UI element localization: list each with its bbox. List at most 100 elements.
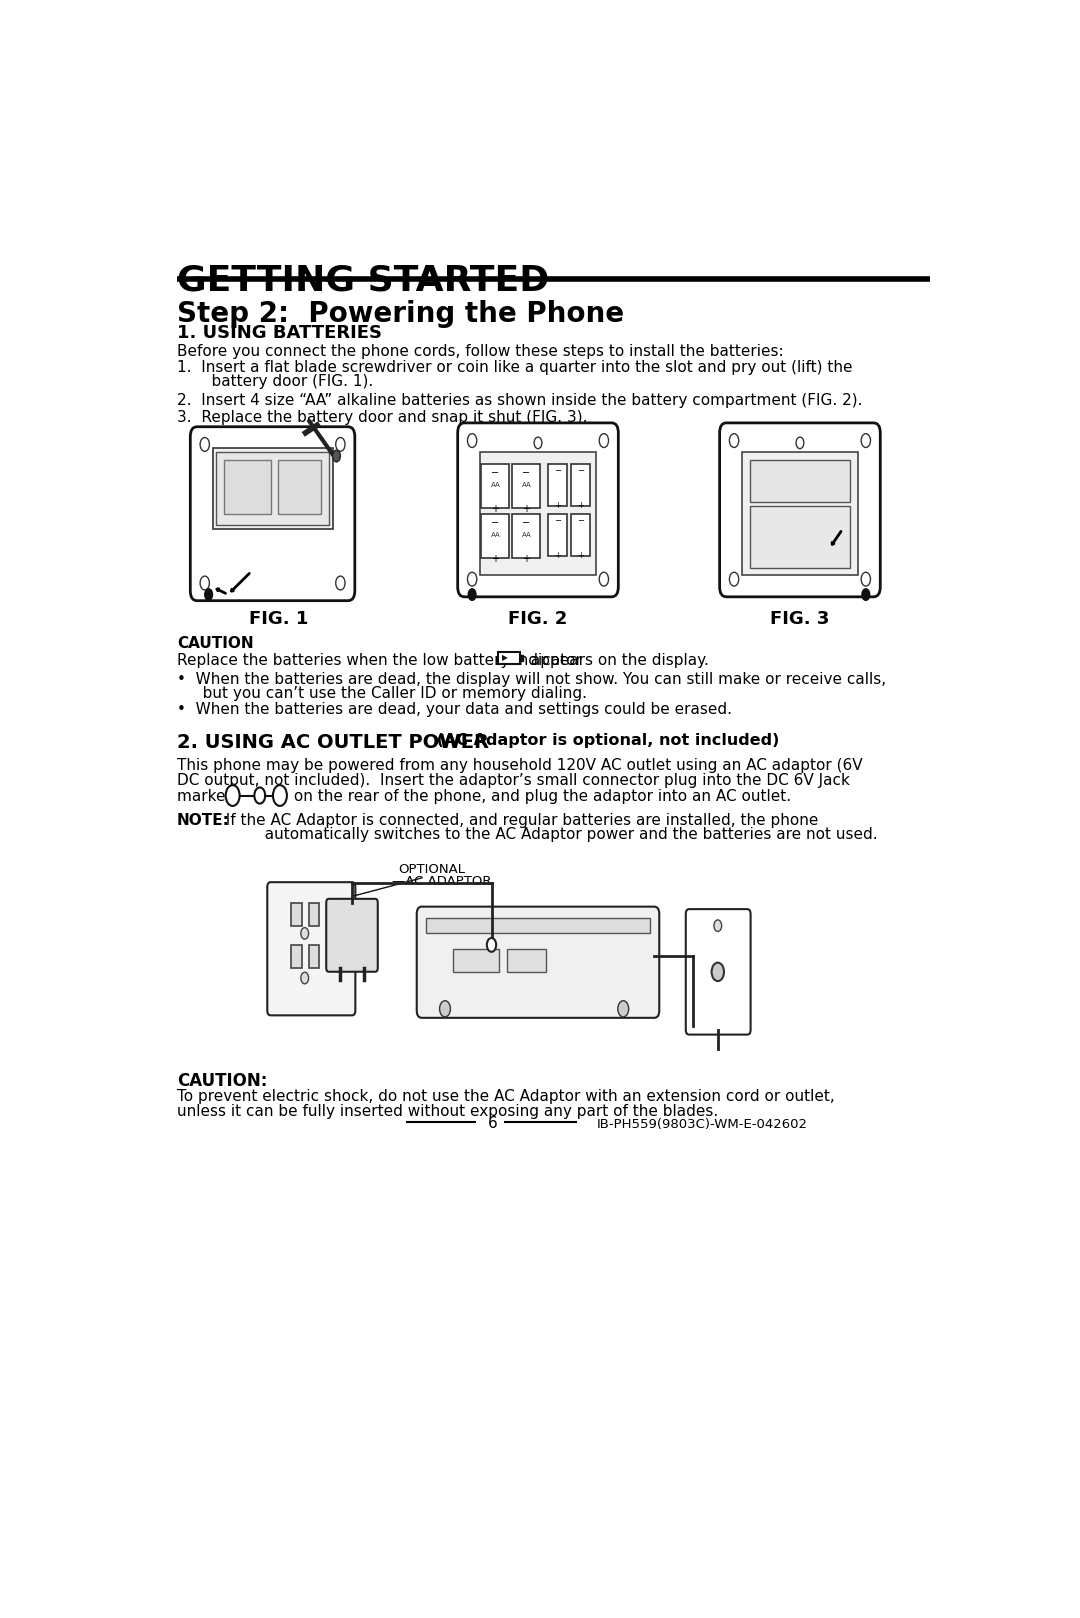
Bar (482, 513, 510, 558)
Bar (453, 948, 499, 972)
Text: on the rear of the phone, and plug the adaptor into an AC outlet.: on the rear of the phone, and plug the a… (289, 788, 792, 804)
Text: AA: AA (522, 482, 531, 489)
Bar (507, 948, 545, 972)
Text: DC output, not included).  Insert the adaptor’s small connector plug into the DC: DC output, not included). Insert the ada… (177, 773, 850, 788)
Circle shape (861, 573, 870, 586)
Circle shape (273, 785, 287, 806)
Circle shape (468, 573, 476, 586)
Circle shape (618, 1002, 629, 1016)
Circle shape (599, 434, 608, 448)
Circle shape (301, 927, 309, 938)
Bar (750, 506, 850, 568)
Bar (750, 460, 850, 502)
Bar (482, 464, 510, 508)
Text: battery door (FIG. 1).: battery door (FIG. 1). (192, 374, 374, 390)
Bar (291, 945, 301, 968)
Circle shape (468, 434, 476, 448)
Circle shape (487, 938, 496, 951)
Circle shape (440, 1002, 450, 1016)
Bar (291, 903, 301, 925)
Text: 2.  Insert 4 size “AA” alkaline batteries as shown inside the battery compartmen: 2. Insert 4 size “AA” alkaline batteries… (177, 393, 862, 408)
Bar (512, 464, 540, 508)
Circle shape (200, 576, 210, 591)
Bar (225, 460, 271, 513)
Text: −: − (554, 516, 561, 524)
Text: AA: AA (490, 482, 500, 489)
Text: FIG. 1: FIG. 1 (248, 610, 308, 628)
Bar (279, 460, 321, 513)
FancyBboxPatch shape (190, 427, 355, 600)
FancyBboxPatch shape (326, 900, 378, 972)
FancyBboxPatch shape (267, 882, 355, 1016)
Circle shape (469, 589, 476, 600)
Text: −: − (523, 468, 530, 477)
Circle shape (205, 589, 213, 600)
Bar (571, 513, 590, 557)
Text: CAUTION: CAUTION (177, 636, 254, 650)
Text: 2. USING AC OUTLET POWER: 2. USING AC OUTLET POWER (177, 733, 489, 752)
Text: GETTING STARTED: GETTING STARTED (177, 264, 549, 298)
Text: CAUTION:: CAUTION: (177, 1073, 267, 1091)
Circle shape (336, 437, 345, 451)
Text: but you can’t use the Caller ID or memory dialing.: but you can’t use the Caller ID or memor… (189, 686, 588, 701)
Circle shape (729, 434, 739, 448)
Circle shape (255, 788, 266, 804)
FancyBboxPatch shape (458, 422, 619, 597)
Text: +: + (554, 552, 561, 560)
Text: FIG. 3: FIG. 3 (770, 610, 829, 628)
Text: +: + (523, 553, 530, 563)
Text: marked: marked (177, 788, 240, 804)
Text: +: + (491, 503, 499, 513)
Text: −: − (554, 466, 561, 476)
Text: −: − (491, 468, 499, 477)
Circle shape (301, 972, 309, 984)
FancyBboxPatch shape (686, 909, 751, 1034)
Text: −: − (276, 791, 286, 801)
Text: This phone may be powered from any household 120V AC outlet using an AC adaptor : This phone may be powered from any house… (177, 757, 863, 773)
Text: —AC ADAPTOR: —AC ADAPTOR (392, 875, 491, 888)
Text: +: + (491, 553, 499, 563)
Circle shape (333, 450, 340, 461)
Text: +: + (523, 503, 530, 513)
Text: 3.  Replace the battery door and snap it shut (FIG. 3).: 3. Replace the battery door and snap it … (177, 409, 588, 426)
Text: −: − (577, 516, 584, 524)
FancyBboxPatch shape (719, 422, 880, 597)
Circle shape (729, 573, 739, 586)
Bar (309, 945, 320, 968)
Text: 6: 6 (487, 1116, 497, 1131)
Circle shape (862, 589, 869, 600)
Text: −: − (523, 518, 530, 527)
Text: If the AC Adaptor is connected, and regular batteries are installed, the phone: If the AC Adaptor is connected, and regu… (216, 814, 818, 828)
Bar (548, 513, 567, 557)
Bar (309, 903, 320, 925)
Text: −: − (577, 466, 584, 476)
Bar (548, 464, 567, 506)
Text: •  When the batteries are dead, the display will not show. You can still make or: • When the batteries are dead, the displ… (177, 671, 886, 686)
Circle shape (796, 437, 804, 448)
Text: To prevent electric shock, do not use the AC Adaptor with an extension cord or o: To prevent electric shock, do not use th… (177, 1089, 835, 1103)
Circle shape (599, 573, 608, 586)
Text: automatically switches to the AC Adaptor power and the batteries are not used.: automatically switches to the AC Adaptor… (216, 827, 877, 841)
FancyBboxPatch shape (417, 906, 659, 1018)
Bar (571, 464, 590, 506)
Circle shape (714, 921, 721, 932)
Circle shape (200, 437, 210, 451)
Text: IB-PH559(9803C)-WM-E-042602: IB-PH559(9803C)-WM-E-042602 (597, 1118, 808, 1131)
Circle shape (336, 576, 345, 591)
Text: Before you connect the phone cords, follow these steps to install the batteries:: Before you connect the phone cords, foll… (177, 343, 783, 359)
Bar (521, 655, 524, 660)
Circle shape (712, 963, 724, 981)
Text: NOTE:: NOTE: (177, 814, 230, 828)
Bar (742, 451, 859, 576)
Text: +: + (230, 791, 238, 801)
Bar (426, 917, 650, 934)
Text: 1. USING BATTERIES: 1. USING BATTERIES (177, 324, 382, 341)
Text: +: + (577, 552, 584, 560)
Text: (AC Adaptor is optional, not included): (AC Adaptor is optional, not included) (431, 733, 780, 748)
Circle shape (535, 437, 542, 448)
Text: OPTIONAL: OPTIONAL (399, 862, 465, 875)
Text: 1.  Insert a flat blade screwdriver or coin like a quarter into the slot and pry: 1. Insert a flat blade screwdriver or co… (177, 359, 852, 375)
Bar (499, 652, 521, 663)
Text: −: − (491, 518, 499, 527)
Text: Step 2:  Powering the Phone: Step 2: Powering the Phone (177, 301, 624, 328)
